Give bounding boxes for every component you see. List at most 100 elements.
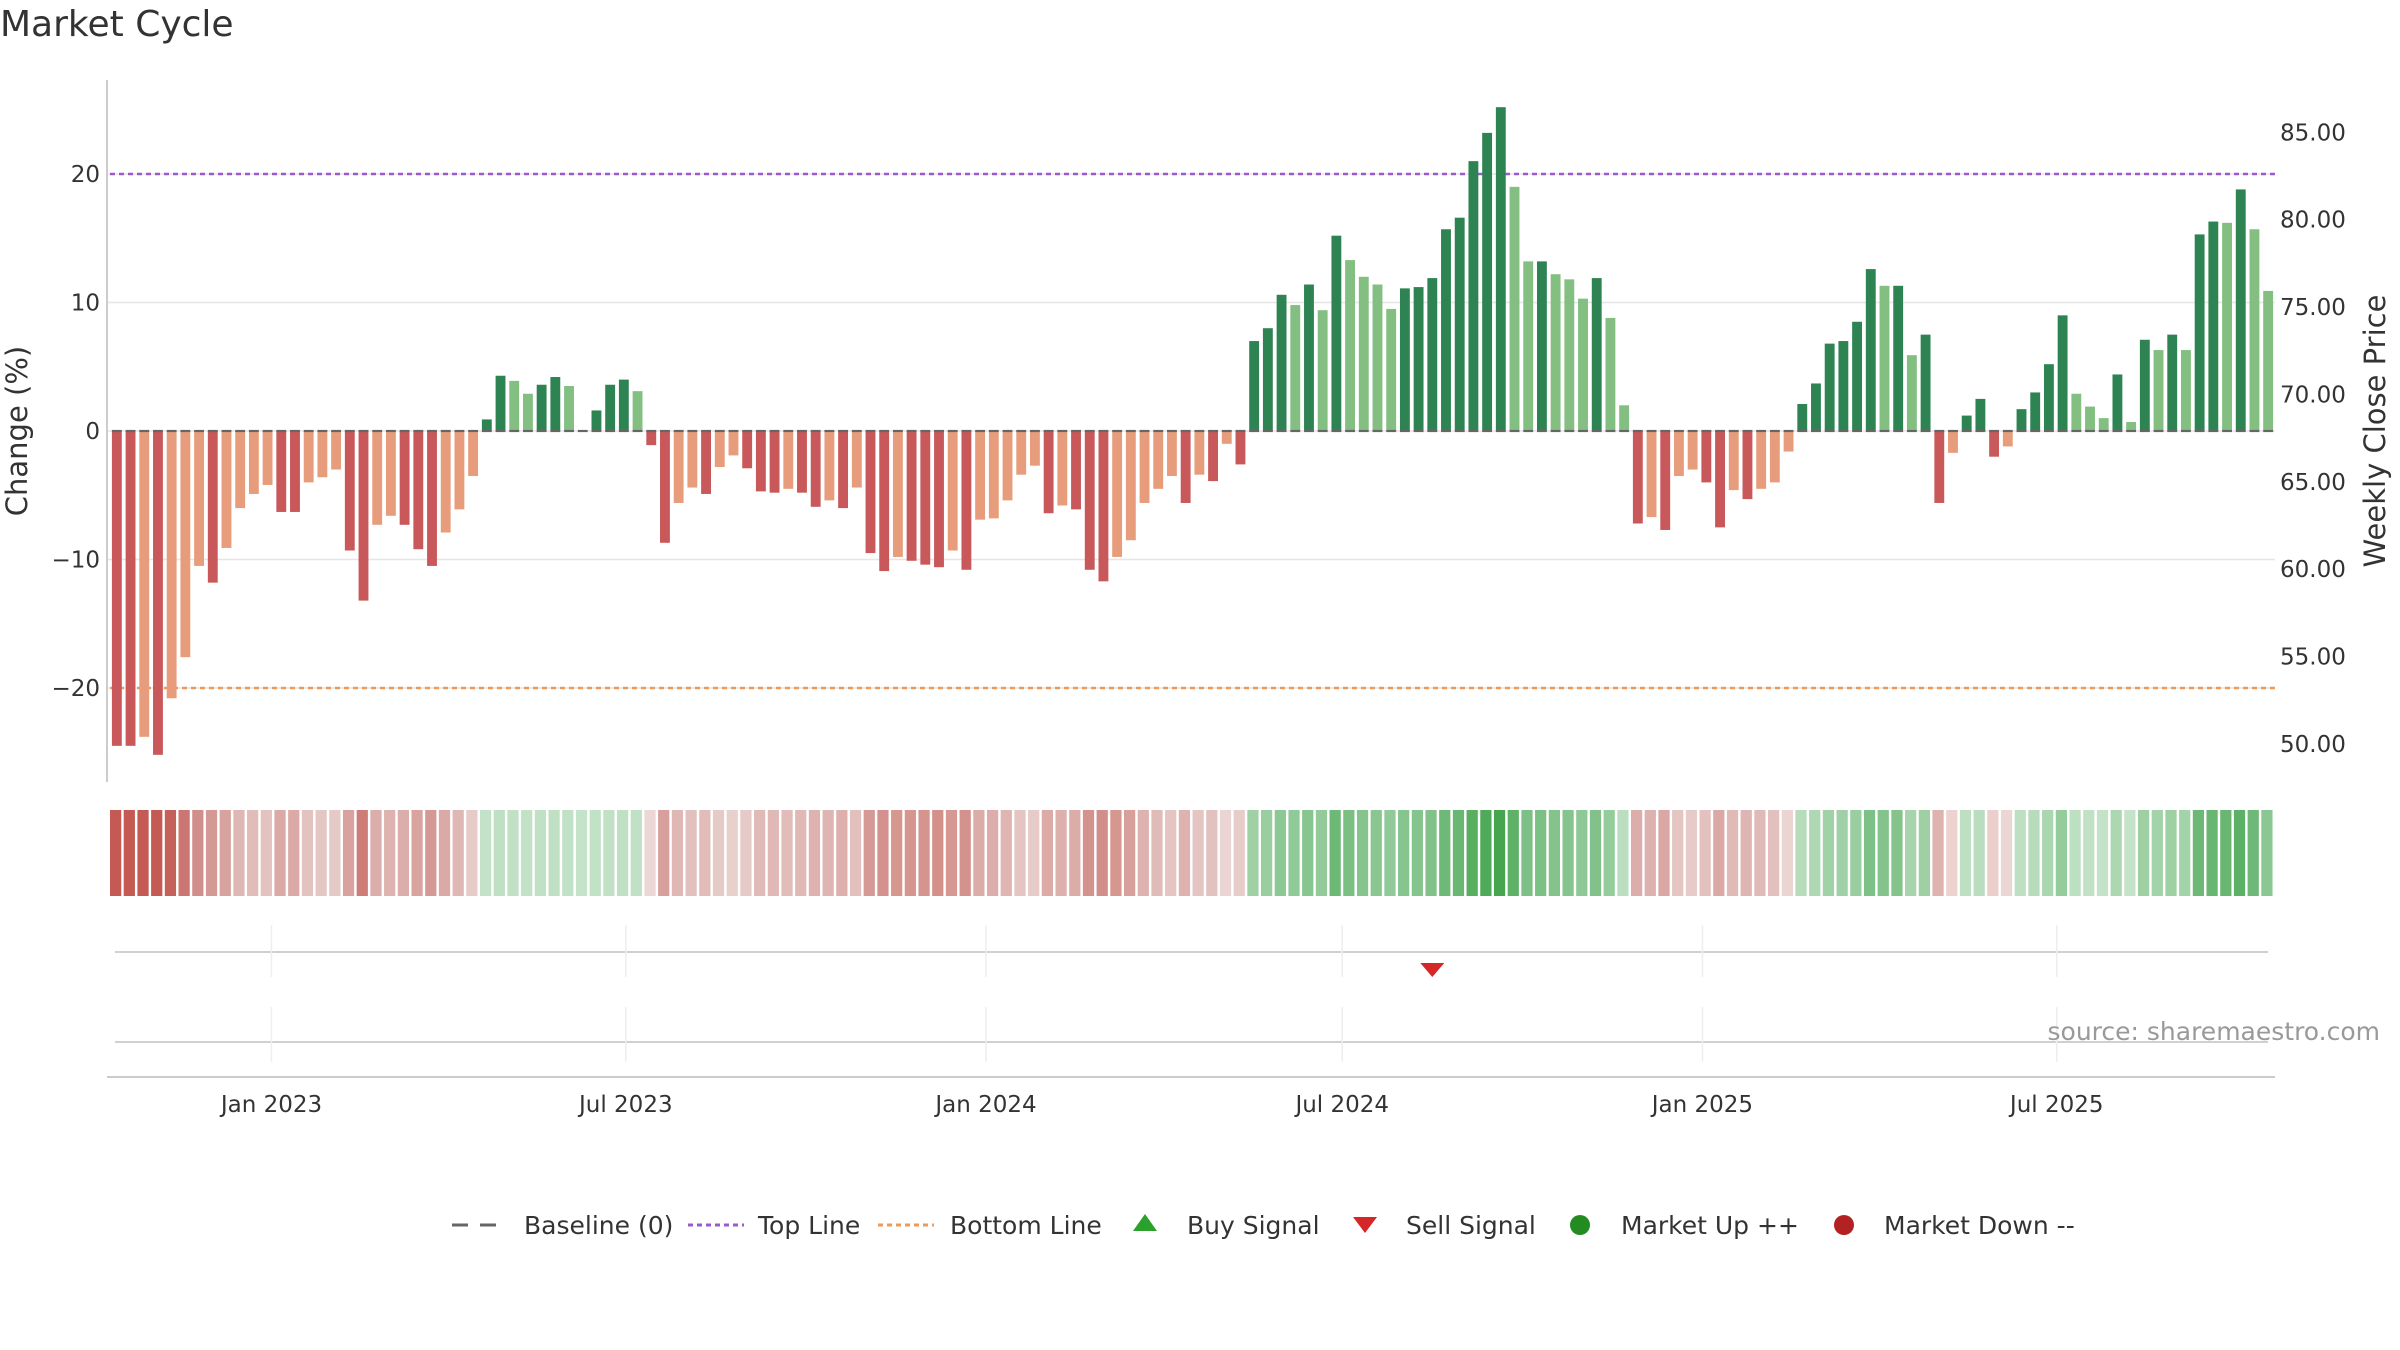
bar <box>2208 221 2219 431</box>
bar <box>906 431 917 561</box>
chart-title: Market Cycle <box>0 4 234 45</box>
heat-cell <box>712 810 725 896</box>
heat-cell <box>1562 810 1574 896</box>
heat-cell <box>2179 810 2191 896</box>
bar <box>783 431 794 489</box>
heat-cell <box>1466 810 1478 896</box>
x-tick-label: Jul 2023 <box>577 1092 673 1118</box>
heat-cell <box>1535 810 1547 896</box>
bar <box>632 391 643 431</box>
bar <box>248 431 259 494</box>
bar <box>646 431 657 446</box>
bar <box>1235 431 1246 465</box>
heat-cell <box>575 810 588 896</box>
heat-cell <box>1726 810 1739 896</box>
heat-cell <box>945 810 958 896</box>
heat-cell <box>1206 810 1218 896</box>
bar <box>1687 431 1698 470</box>
bar <box>1167 431 1177 476</box>
heat-cell <box>699 810 711 896</box>
bar <box>1989 431 2000 457</box>
legend-swatch <box>1570 1215 1590 1235</box>
bar <box>1893 285 1904 431</box>
heat-cell <box>740 810 752 896</box>
bar <box>2030 392 2041 431</box>
bar <box>797 431 807 493</box>
heat-cell <box>2165 810 2177 896</box>
heat-cell <box>1795 810 1807 896</box>
y2-tick-label: 50.00 <box>2280 732 2346 758</box>
bar <box>1084 431 1095 570</box>
bar <box>1701 431 1712 483</box>
legend-label: Bottom Line <box>950 1211 1102 1240</box>
heat-cell <box>849 810 862 896</box>
heat-cell <box>671 810 684 896</box>
signal-panel <box>107 951 2275 1078</box>
heat-cell <box>425 810 437 896</box>
signal-grid <box>270 925 2058 1062</box>
bar <box>1153 431 1164 489</box>
bar <box>262 431 273 485</box>
bar <box>1605 317 1616 431</box>
heat-cell <box>1959 810 1972 896</box>
bar <box>920 431 931 565</box>
bar <box>1454 217 1465 431</box>
y-tick-label: 20 <box>71 162 100 188</box>
legend-swatch <box>1353 1217 1377 1233</box>
heat-cell <box>822 810 834 896</box>
heat-cell <box>562 810 574 896</box>
bar <box>2098 418 2109 431</box>
bar <box>2194 234 2205 431</box>
heat-cell <box>1507 810 1519 896</box>
bar <box>1386 308 1397 431</box>
bar <box>2167 334 2178 431</box>
heat-cell <box>1836 810 1848 896</box>
bar <box>2222 222 2232 431</box>
bar <box>2153 350 2164 431</box>
x-tick-label: Jul 2024 <box>1293 1092 1389 1118</box>
bar <box>1948 431 1958 453</box>
heat-cell <box>356 810 368 896</box>
heat-cell <box>918 810 930 896</box>
x-tick-label: Jan 2025 <box>1650 1092 1753 1118</box>
bar <box>769 431 780 493</box>
heat-cell <box>1137 810 1149 896</box>
bar <box>605 384 616 431</box>
heat-cell <box>2083 810 2095 896</box>
y2-tick-label: 85.00 <box>2280 120 2346 146</box>
heat-cell <box>2192 810 2205 896</box>
bar <box>1523 261 1534 431</box>
y2-tick-label: 55.00 <box>2280 644 2346 670</box>
legend-item: Top Line <box>688 1211 860 1240</box>
legend-item: Bottom Line <box>878 1211 1102 1240</box>
heat-cell <box>192 810 204 896</box>
bar <box>1304 284 1314 431</box>
heat-cell <box>616 810 629 896</box>
heat-cell <box>644 810 656 896</box>
heat-cell <box>479 810 492 896</box>
bar <box>2181 350 2191 431</box>
reference-lines <box>110 172 2275 690</box>
bar <box>194 431 204 566</box>
bar <box>1975 398 1986 431</box>
heat-cell <box>1740 810 1752 896</box>
heat-cell <box>2000 810 2013 896</box>
heat-cell <box>891 810 903 896</box>
heat-cell <box>1452 810 1465 896</box>
heat-cell <box>2137 810 2150 896</box>
bar <box>1125 431 1136 541</box>
bar <box>1441 229 1451 431</box>
bar <box>1811 383 1821 431</box>
bar <box>1495 107 1506 432</box>
heat-cell <box>521 810 533 896</box>
bar <box>536 384 547 431</box>
bar <box>1783 431 1794 452</box>
heat-cell <box>1315 810 1328 896</box>
heat-cell <box>219 810 231 896</box>
bar <box>166 431 177 699</box>
heat-cell <box>151 810 163 896</box>
legend-item: Baseline (0) <box>452 1211 673 1240</box>
heat-cell <box>288 810 300 896</box>
heat-cell <box>274 810 286 896</box>
heat-cell <box>1123 810 1136 896</box>
